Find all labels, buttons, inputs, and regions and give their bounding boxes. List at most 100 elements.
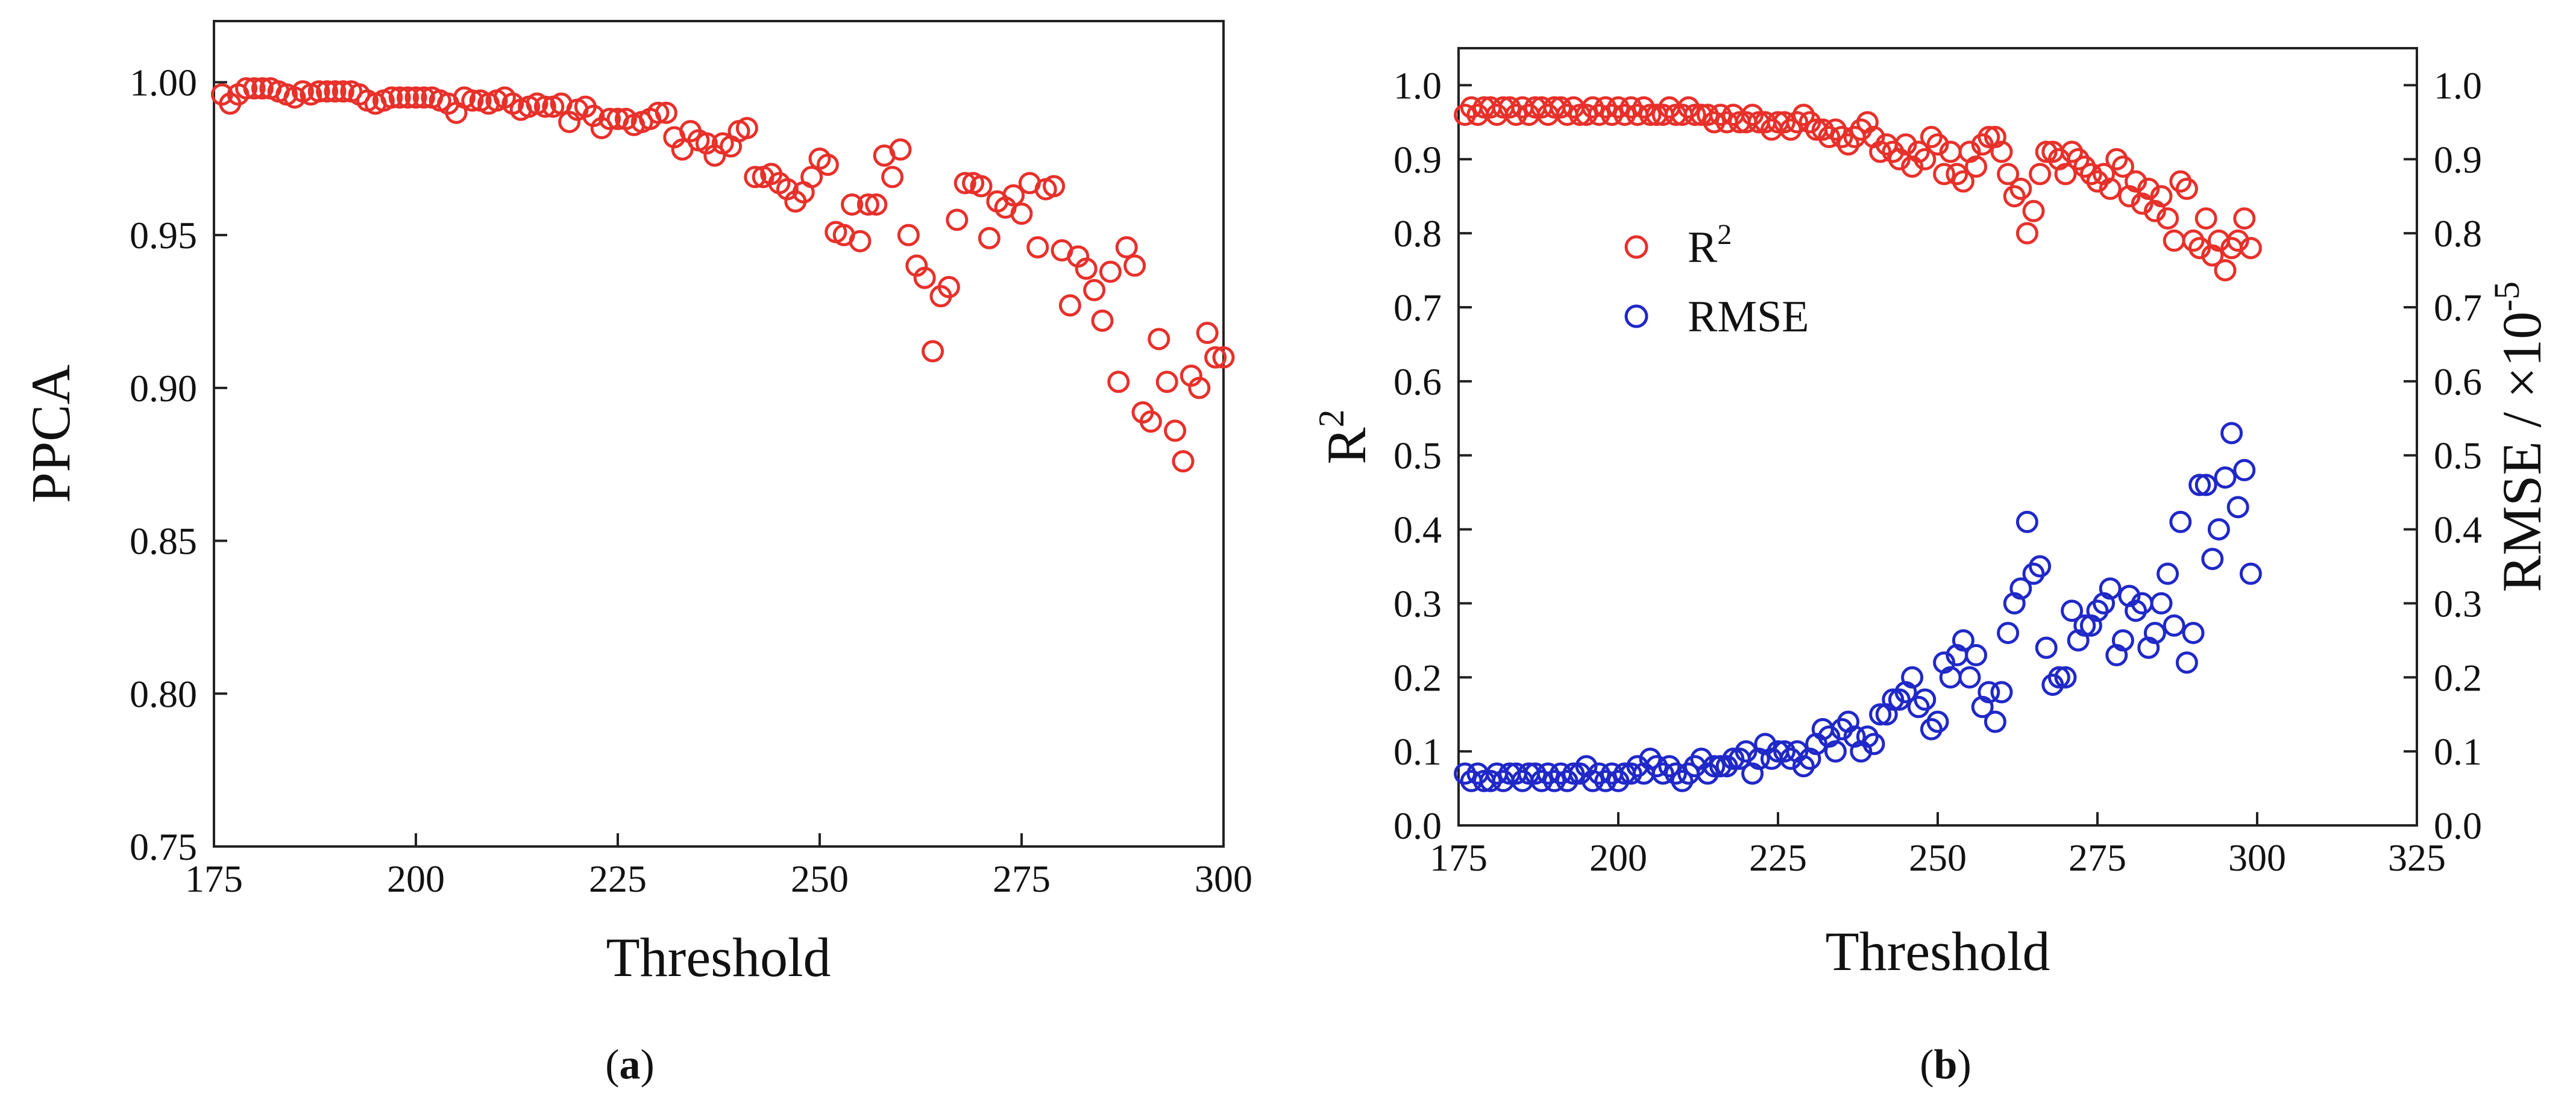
- ppca-point: [1002, 184, 1025, 207]
- r2-point: [1907, 140, 1930, 163]
- panel-b-x-ticks: 175 200 225 250 275 300 325: [1430, 812, 2446, 879]
- ppca-point: [251, 77, 274, 100]
- rmse-point: [2015, 510, 2038, 533]
- panel-b-caption-close: ): [1957, 1042, 1971, 1088]
- ppca-point: [380, 86, 403, 109]
- ppca-point: [243, 77, 266, 100]
- rmse-point: [1978, 681, 2000, 704]
- panel-a-y-tick-label: 0.85: [130, 520, 197, 563]
- panel-a-caption-close: ): [641, 1042, 655, 1088]
- r2-point: [1639, 104, 1662, 127]
- ppca-point: [388, 86, 411, 109]
- rmse-point: [1882, 688, 1905, 711]
- panel-b-left-y-axis-sup: 2: [1312, 409, 1351, 427]
- panel-a-x-tick-label: 300: [1195, 857, 1252, 900]
- rmse-point: [2233, 458, 2256, 481]
- panel-a-ppca-series: [210, 77, 1235, 473]
- panel-b-x-tick-label: 175: [1430, 836, 1487, 879]
- r2-point: [2035, 140, 2058, 163]
- ppca-point: [1058, 294, 1081, 317]
- panel-b-left-y-tick-label: 0.8: [1393, 212, 1442, 255]
- legend-r2-marker: [1624, 235, 1648, 259]
- ppca-point: [978, 227, 1001, 249]
- r2-point: [1703, 111, 1726, 134]
- r2-point: [1786, 111, 1809, 134]
- rmse-point: [1562, 762, 1585, 785]
- r2-point: [2003, 185, 2026, 208]
- rmse-point: [1524, 762, 1547, 785]
- rmse-point: [2163, 614, 2185, 637]
- ppca-point: [647, 101, 670, 124]
- r2-point: [2022, 199, 2045, 222]
- rmse-point: [2041, 674, 2064, 696]
- ppca-point: [1148, 328, 1170, 351]
- rmse-point: [1479, 769, 1502, 792]
- ppca-point: [953, 172, 976, 195]
- ppca-point: [412, 86, 435, 109]
- r2-point: [2079, 163, 2102, 186]
- ppca-point: [1010, 202, 1033, 225]
- rmse-point: [2035, 636, 2058, 659]
- ppca-point: [881, 166, 904, 189]
- legend-r2-name: R: [1688, 223, 1718, 272]
- r2-point: [2163, 229, 2185, 252]
- rmse-point: [1703, 755, 1726, 778]
- ppca-point: [800, 166, 823, 189]
- r2-point: [1965, 155, 1988, 178]
- ppca-point: [1083, 279, 1106, 302]
- rmse-point: [1888, 688, 1911, 711]
- ppca-point: [1123, 254, 1146, 277]
- r2-point: [2061, 140, 2084, 163]
- ppca-point: [1139, 410, 1162, 433]
- ppca-point: [937, 275, 960, 298]
- rmse-point: [1639, 747, 1662, 770]
- rmse-point: [2188, 474, 2211, 496]
- r2-point: [2233, 207, 2256, 230]
- rmse-point: [2047, 666, 2070, 689]
- rmse-point: [1664, 762, 1687, 785]
- r2-point: [1920, 125, 1943, 148]
- panel-b-right-y-axis-name: RMSE / ×10: [2491, 311, 2552, 592]
- r2-point: [2150, 185, 2173, 208]
- rmse-point: [2009, 577, 2032, 600]
- r2-point: [1798, 111, 1821, 134]
- r2-point: [1990, 140, 2013, 163]
- rmse-point: [2220, 422, 2243, 445]
- ppca-point: [1196, 322, 1219, 345]
- r2-point: [2125, 170, 2147, 193]
- ppca-point: [397, 86, 419, 109]
- ppca-point: [1075, 257, 1098, 280]
- r2-point: [1882, 140, 1905, 163]
- rmse-point: [1773, 740, 1796, 763]
- panel-a-x-axis-title: Threshold: [606, 927, 831, 988]
- ppca-point: [1164, 419, 1187, 442]
- rmse-point: [1582, 769, 1604, 792]
- rmse-point: [2239, 562, 2262, 585]
- rmse-point: [1792, 755, 1815, 778]
- panel-b-caption-letter: b: [1934, 1042, 1958, 1088]
- panel-b-left-y-ticks: 0.0 0.1 0.2 0.3 0.4 0.5 0.6 0.7 0.8 0.9 1.0: [1393, 64, 1472, 847]
- r2-point: [2137, 177, 2160, 200]
- rmse-point: [2143, 622, 2166, 645]
- r2-point: [1978, 125, 2000, 148]
- legend-r2-sup: 2: [1717, 219, 1732, 251]
- r2-point: [2029, 163, 2052, 186]
- r2-point: [1946, 163, 1968, 186]
- panel-b-r2-series: [1454, 96, 2262, 282]
- ppca-point: [1091, 309, 1114, 332]
- r2-point: [2214, 259, 2237, 282]
- r2-point: [1498, 96, 1521, 119]
- r2-point: [1792, 104, 1815, 127]
- panel-b-x-tick-label: 325: [2388, 836, 2446, 879]
- rmse-point: [1990, 681, 2013, 704]
- ppca-point: [1115, 236, 1138, 258]
- panel-b-x-tick-label: 250: [1909, 836, 1967, 879]
- ppca-point: [897, 224, 920, 246]
- r2-point: [1454, 104, 1477, 127]
- r2-point: [2188, 237, 2211, 260]
- ppca-point: [889, 138, 912, 161]
- panel-b-left-y-tick-label: 0.7: [1393, 286, 1442, 329]
- rmse-point: [2111, 629, 2134, 652]
- rmse-point: [2029, 555, 2052, 578]
